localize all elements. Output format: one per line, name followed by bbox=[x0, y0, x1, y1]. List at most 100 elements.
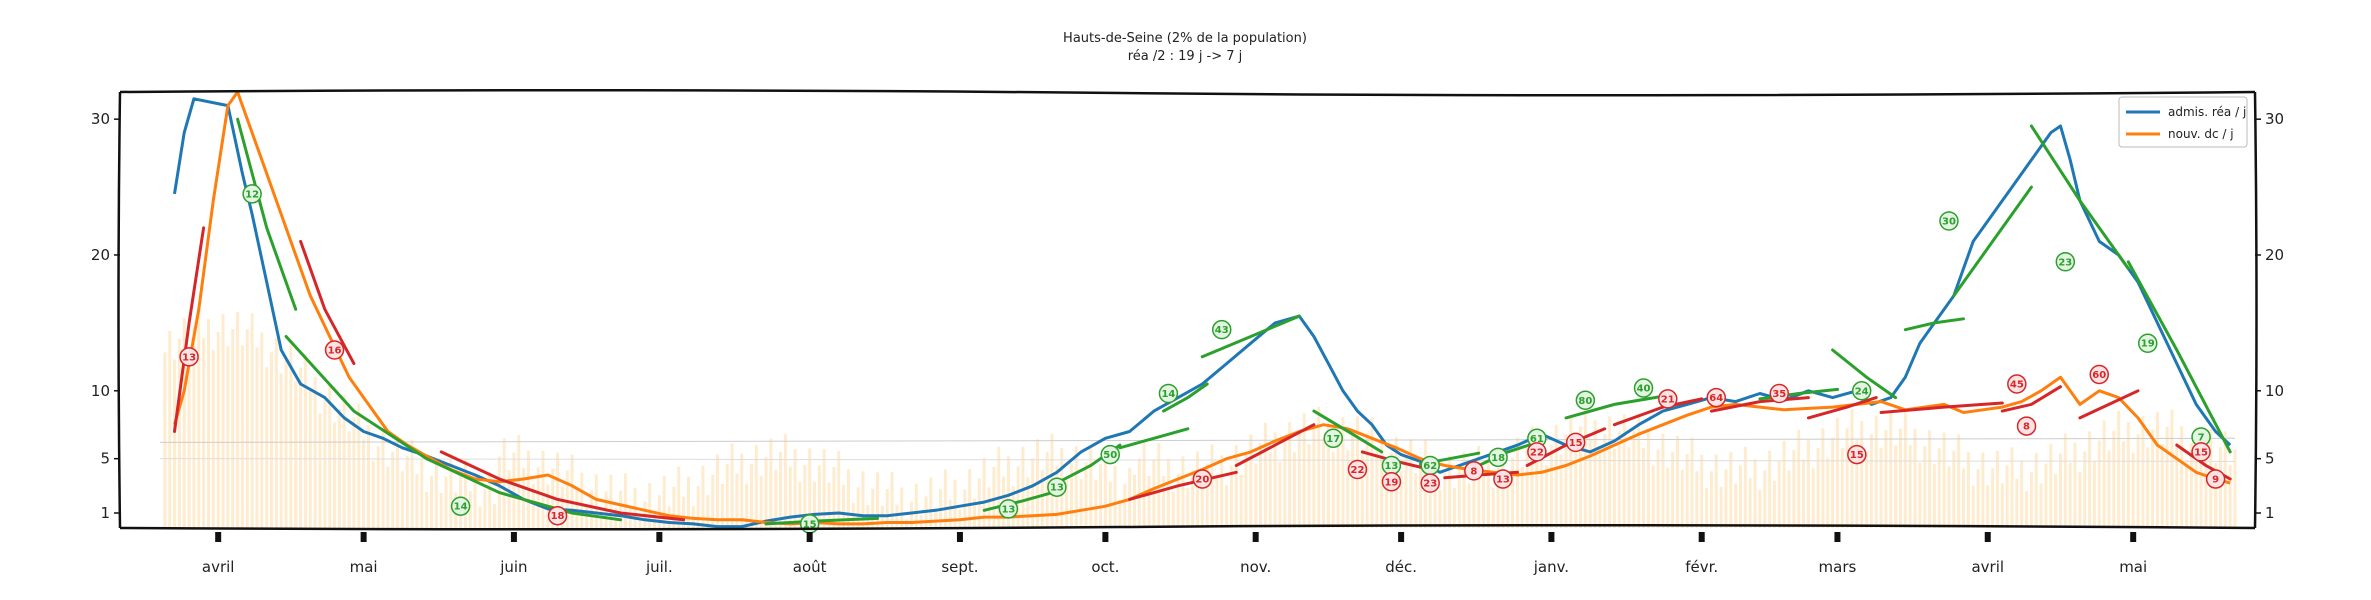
fit-line bbox=[236, 117, 298, 311]
x-tick bbox=[360, 532, 367, 542]
daily-bar bbox=[1923, 446, 1927, 528]
daily-bar bbox=[783, 434, 787, 528]
daily-bar bbox=[1292, 452, 1296, 528]
daily-bar bbox=[1205, 463, 1209, 528]
x-tick-label: mars bbox=[1819, 558, 1857, 576]
daily-bar bbox=[1482, 476, 1486, 528]
daily-bars bbox=[163, 307, 2237, 528]
daily-bar bbox=[415, 474, 419, 528]
daily-bar bbox=[1225, 485, 1229, 528]
daily-bar bbox=[536, 467, 540, 528]
marker-label: 40 bbox=[1637, 384, 1651, 395]
marker-label: 43 bbox=[1215, 325, 1229, 336]
daily-bar bbox=[488, 471, 492, 528]
marker: 17 bbox=[1323, 428, 1343, 449]
marker-label: 21 bbox=[1661, 394, 1675, 405]
daily-bar bbox=[1569, 415, 1573, 528]
daily-bar bbox=[2025, 491, 2029, 528]
daily-bar bbox=[1520, 467, 1524, 528]
x-tick-label: nov. bbox=[1240, 558, 1271, 576]
daily-bar bbox=[1656, 449, 1660, 528]
daily-bar bbox=[1278, 461, 1282, 528]
daily-bar bbox=[900, 487, 904, 528]
daily-bar bbox=[1545, 465, 1549, 528]
daily-bar bbox=[2000, 483, 2004, 528]
fit-line bbox=[1312, 409, 1384, 454]
fit-line bbox=[439, 450, 686, 522]
daily-bar bbox=[1069, 463, 1073, 528]
fit-line bbox=[982, 488, 1064, 512]
marker: 30 bbox=[1939, 211, 1959, 231]
y-tick-label-right: 20 bbox=[2265, 246, 2284, 264]
marker-label: 13 bbox=[1384, 461, 1398, 472]
daily-bar bbox=[1738, 465, 1742, 528]
daily-bar bbox=[362, 439, 366, 528]
marker: 19 bbox=[2137, 333, 2158, 353]
daily-bar bbox=[299, 367, 303, 528]
daily-bar bbox=[425, 492, 429, 528]
daily-bar bbox=[216, 331, 220, 528]
daily-bar bbox=[1743, 446, 1747, 528]
fit-lines bbox=[173, 117, 2232, 526]
daily-bar bbox=[1593, 420, 1597, 528]
marker: 15 bbox=[799, 514, 820, 534]
y-tick-label-left: 10 bbox=[91, 382, 110, 400]
daily-bar bbox=[2005, 465, 2009, 528]
daily-bar bbox=[1947, 466, 1951, 528]
daily-bar bbox=[1981, 452, 1985, 528]
daily-bar bbox=[914, 483, 918, 528]
daily-bar bbox=[1734, 483, 1738, 528]
frame-top bbox=[119, 88, 2256, 97]
daily-bar bbox=[512, 452, 516, 528]
x-tick-label: avril bbox=[1971, 558, 2004, 576]
fit-line bbox=[1903, 317, 1965, 332]
fit-line bbox=[2029, 124, 2130, 270]
fit-line bbox=[1234, 423, 1316, 467]
daily-bar bbox=[638, 519, 642, 528]
daily-bar bbox=[192, 327, 196, 528]
daily-bar bbox=[895, 504, 899, 528]
daily-bar bbox=[333, 422, 337, 528]
marker-label: 22 bbox=[1530, 447, 1544, 458]
fit-line bbox=[284, 335, 623, 522]
daily-bar bbox=[1869, 433, 1873, 528]
marker-label: 13 bbox=[1496, 475, 1510, 486]
x-tick bbox=[806, 532, 813, 542]
daily-bar bbox=[2010, 447, 2014, 528]
daily-bar bbox=[400, 471, 404, 528]
daily-bar bbox=[662, 475, 666, 528]
x-tick-label: oct. bbox=[1091, 558, 1119, 576]
daily-bar bbox=[1346, 450, 1350, 528]
daily-bar bbox=[1414, 473, 1418, 528]
daily-bar bbox=[396, 436, 400, 528]
marker-label: 80 bbox=[1578, 396, 1592, 407]
daily-bar bbox=[1040, 470, 1044, 528]
legend: admis. réa / j nouv. dc / j bbox=[2118, 96, 2248, 148]
daily-bar bbox=[1806, 438, 1810, 528]
daily-bar bbox=[1312, 425, 1316, 528]
marker-circle bbox=[547, 505, 568, 526]
daily-bar bbox=[1443, 472, 1447, 528]
marker-label: 16 bbox=[328, 346, 342, 357]
daily-bar bbox=[1263, 422, 1267, 528]
daily-bar bbox=[2126, 422, 2130, 528]
daily-bar bbox=[948, 499, 952, 528]
daily-bar bbox=[982, 457, 986, 528]
daily-bar bbox=[677, 466, 681, 528]
daily-bar bbox=[1802, 459, 1806, 528]
daily-bar bbox=[468, 491, 472, 528]
daily-bar bbox=[1137, 458, 1141, 528]
daily-bar bbox=[342, 395, 346, 528]
legend-label-dc: nouv. dc / j bbox=[2168, 127, 2234, 141]
marker-circle bbox=[1939, 211, 1959, 231]
marker: 14 bbox=[1158, 383, 1179, 404]
daily-bar bbox=[1835, 417, 1839, 528]
marker: 64 bbox=[1706, 387, 1726, 408]
daily-bar bbox=[696, 486, 700, 528]
x-tick bbox=[1834, 532, 1841, 542]
daily-bar bbox=[1419, 456, 1423, 528]
daily-bar bbox=[1123, 483, 1127, 528]
fit-line bbox=[1118, 427, 1190, 450]
marker-circle bbox=[1347, 459, 1368, 480]
x-tick-label: févr. bbox=[1685, 558, 1718, 576]
